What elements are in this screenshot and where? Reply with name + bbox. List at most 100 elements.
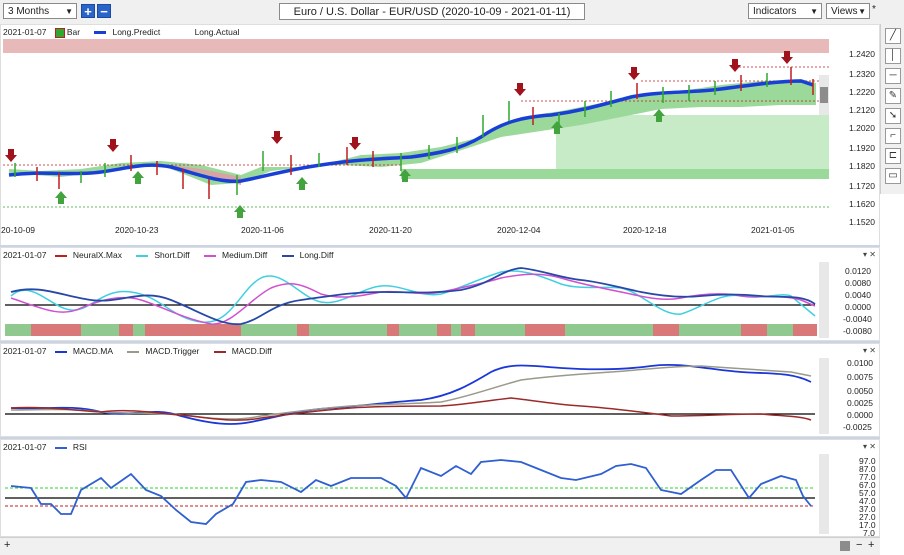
price-y-tick: 1.2220 <box>849 87 875 97</box>
diff-legend: 2021-01-07 NeuralX.Max Short.Diff Medium… <box>3 250 345 261</box>
x-tick: 2021-01-05 <box>751 225 795 235</box>
views-button[interactable]: Views ▼ <box>826 3 870 19</box>
rsi-line <box>10 459 812 525</box>
rsi-y-tick: 67.0 <box>859 480 876 490</box>
neuralx-strip <box>5 324 817 336</box>
buy-signal-icons <box>55 109 665 218</box>
support-band <box>401 169 829 179</box>
macd-y-tick: 0.0025 <box>847 398 873 408</box>
rsi-y-tick: 87.0 <box>859 464 876 474</box>
period-select[interactable]: 3 Months ▼ <box>3 3 77 19</box>
price-y-tick: 1.1520 <box>849 217 875 227</box>
indicators-button[interactable]: Indicators ▼ <box>748 3 822 19</box>
legend-long-actual: Long.Actual <box>194 27 240 38</box>
rsi-legend: 2021-01-07 RSI <box>3 442 99 453</box>
rsi-y-tick: 47.0 <box>859 496 876 506</box>
zoom-in-button[interactable]: + <box>81 4 95 18</box>
diff-y-tick: -0.0040 <box>843 314 872 324</box>
legend-short-diff: Short.Diff <box>136 250 195 261</box>
pane-splitter[interactable] <box>0 437 880 439</box>
scroll-thumb[interactable] <box>820 87 828 103</box>
legend-long-predict: Long.Predict <box>94 27 166 38</box>
rsi-y-tick: 57.0 <box>859 488 876 498</box>
vertical-line-tool-icon[interactable]: │ <box>885 48 901 64</box>
toolbar: 3 Months ▼ + − Euro / U.S. Dollar - EUR/… <box>0 0 904 25</box>
line-tool-icon[interactable]: ╱ <box>885 28 901 44</box>
macd-scrollbar[interactable] <box>819 358 829 434</box>
prediction-band <box>9 79 816 185</box>
sell-signal-icons <box>5 51 793 162</box>
legend-date: 2021-01-07 <box>3 27 47 38</box>
chevron-down-icon: ▼ <box>858 7 866 16</box>
price-y-tick: 1.1820 <box>849 161 875 171</box>
scroll-thumb[interactable] <box>840 541 850 551</box>
macd-y-tick: 0.0100 <box>847 358 873 368</box>
pane-controls[interactable]: ▾ ✕ <box>863 442 876 451</box>
medium-diff-line <box>10 273 816 325</box>
legend-macd-ma: MACD.MA <box>54 346 119 357</box>
rsi-y-tick: 27.0 <box>859 512 876 522</box>
rsi-y-tick: 97.0 <box>859 456 876 466</box>
zoom-out-bottom-button[interactable]: − <box>856 539 863 551</box>
extra-menu-icon[interactable]: * <box>872 4 876 15</box>
zoom-out-button[interactable]: − <box>97 4 111 18</box>
bottom-scroll-bar[interactable]: + − + <box>0 537 880 555</box>
price-scrollbar[interactable] <box>819 75 829 115</box>
rsi-y-tick: 37.0 <box>859 504 876 514</box>
short-diff-line <box>10 270 816 323</box>
price-y-tick: 1.1920 <box>849 143 875 153</box>
chevron-down-icon: ▼ <box>65 7 73 16</box>
add-pane-button[interactable]: + <box>4 539 11 551</box>
rsi-y-tick: 7.0 <box>863 528 875 538</box>
macd-y-tick: -0.0025 <box>843 422 872 432</box>
indicators-label: Indicators <box>753 6 797 17</box>
pointer-tool-icon[interactable]: ➘ <box>885 108 901 124</box>
pencil-tool-icon[interactable]: ✎ <box>885 88 901 104</box>
x-tick: 2020-11-06 <box>241 225 284 235</box>
macd-trigger-line <box>10 365 812 420</box>
x-tick: 2020-12-18 <box>623 225 667 235</box>
legend-long-diff: Long.Diff <box>281 250 340 261</box>
diff-scrollbar[interactable] <box>819 262 829 338</box>
legend-macd-diff: MACD.Diff <box>213 346 278 357</box>
legend-neuralx: NeuralX.Max <box>54 250 128 261</box>
macd-legend: 2021-01-07 MACD.MA MACD.Trigger MACD.Dif… <box>3 346 284 357</box>
macd-y-tick: 0.0050 <box>847 386 873 396</box>
diff-y-tick: 0.0000 <box>845 302 871 312</box>
price-y-tick: 1.1720 <box>849 181 875 191</box>
chart-title: Euro / U.S. Dollar - EUR/USD (2020-10-09… <box>279 3 585 20</box>
rsi-scrollbar[interactable] <box>819 454 829 534</box>
macd-y-tick: 0.0000 <box>847 410 873 420</box>
long-diff-line <box>10 267 816 325</box>
diff-y-tick: 0.0040 <box>845 290 871 300</box>
price-legend: 2021-01-07 Bar Long.Predict Long.Actual <box>3 27 245 38</box>
rsi-y-tick: 17.0 <box>859 520 876 530</box>
legend-bar: Bar <box>54 27 86 38</box>
macd-pane[interactable]: 2021-01-07 MACD.MA MACD.Trigger MACD.Dif… <box>0 343 880 437</box>
price-y-tick: 1.2320 <box>849 69 875 79</box>
diff-pane[interactable]: 2021-01-07 NeuralX.Max Short.Diff Medium… <box>0 247 880 341</box>
legend-medium-diff: Medium.Diff <box>204 250 273 261</box>
legend-macd-trigger: MACD.Trigger <box>127 346 205 357</box>
macd-y-tick: 0.0075 <box>847 372 873 382</box>
note-tool-icon[interactable]: ▭ <box>885 168 901 184</box>
price-y-tick: 1.2120 <box>849 105 875 115</box>
channel-tool-icon[interactable]: ⊏ <box>885 148 901 164</box>
diff-y-tick: 0.0120 <box>845 266 871 276</box>
zoom-in-bottom-button[interactable]: + <box>868 539 875 551</box>
legend-date: 2021-01-07 <box>3 250 47 261</box>
pane-splitter[interactable] <box>0 341 880 343</box>
price-y-tick: 1.2420 <box>849 49 875 59</box>
x-tick: 2020-12-04 <box>497 225 541 235</box>
views-label: Views <box>831 6 858 17</box>
pane-controls[interactable]: ▾ ✕ <box>863 346 876 355</box>
rsi-pane[interactable]: 2021-01-07 RSI ▾ ✕ 97.0 87.0 77.0 67.0 5… <box>0 439 880 538</box>
pane-controls[interactable]: ▾ ✕ <box>863 250 876 259</box>
pane-splitter[interactable] <box>0 245 880 247</box>
horizontal-line-tool-icon[interactable]: ─ <box>885 68 901 84</box>
legend-rsi: RSI <box>54 442 93 453</box>
price-pane[interactable]: 2021-01-07 Bar Long.Predict Long.Actual … <box>0 24 880 246</box>
fib-tool-icon[interactable]: ⌐ <box>885 128 901 144</box>
legend-date: 2021-01-07 <box>3 442 47 453</box>
rsi-chart <box>5 459 815 525</box>
